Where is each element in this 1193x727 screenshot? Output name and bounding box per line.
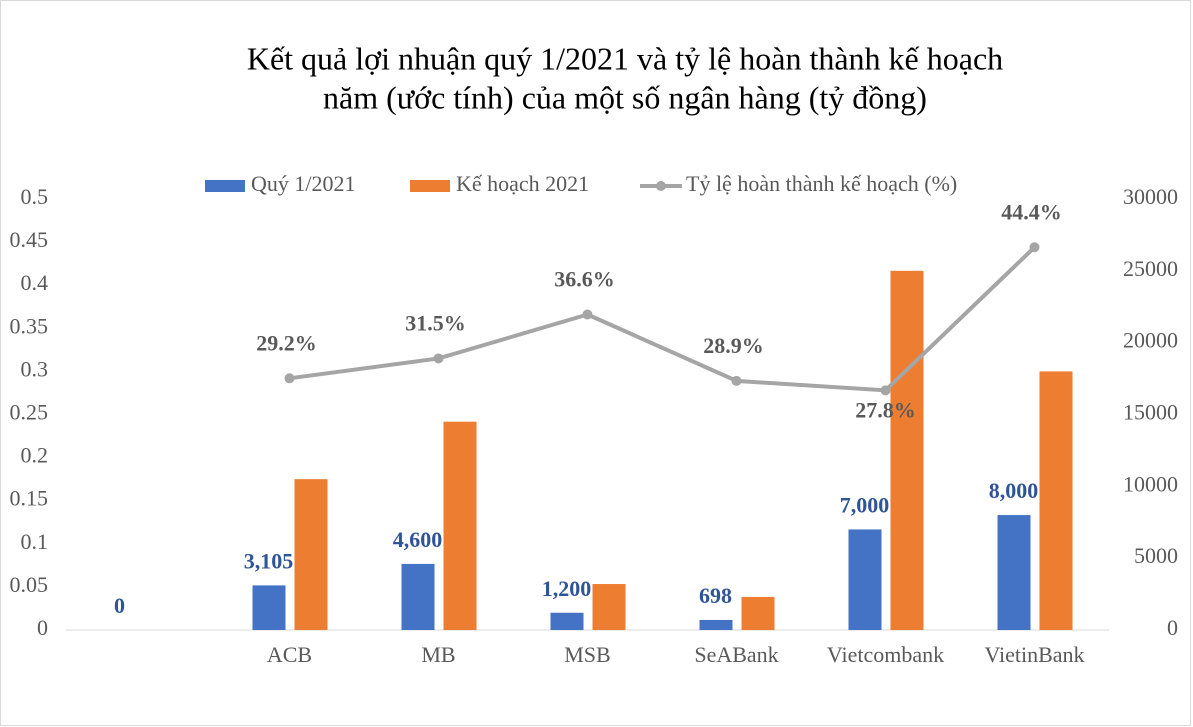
line (289, 245, 1036, 393)
y2-tick-label: 10000 (1123, 471, 1178, 496)
y-tick-label: 0.15 (10, 486, 49, 511)
line-marker (433, 353, 444, 364)
x-tick-label: SeABank (694, 642, 778, 667)
y-tick-label: 0.1 (21, 529, 49, 554)
bar (592, 584, 626, 630)
data-label: 27.8% (855, 397, 916, 422)
x-tick-label: ACB (267, 642, 312, 667)
line-marker (582, 309, 593, 320)
legend-marker (656, 181, 666, 191)
line-marker (284, 373, 295, 384)
bar (443, 421, 477, 630)
legend-label: Tỷ lệ hoàn thành kế hoạch (%) (686, 171, 957, 196)
y-tick-label: 0.35 (10, 313, 49, 338)
bar (890, 270, 924, 630)
data-label: 1,200 (542, 576, 592, 601)
x-tick-label: MB (421, 642, 455, 667)
bar (550, 612, 584, 630)
bar (1039, 371, 1073, 630)
y2-tick-label: 0 (1167, 615, 1178, 640)
y2-tick-label: 30000 (1123, 184, 1178, 209)
data-label: 36.6% (554, 267, 615, 292)
chart-subtitle: năm (ước tính) của một số ngân hàng (tỷ … (323, 79, 927, 115)
y2-tick-label: 20000 (1123, 328, 1178, 353)
data-label: 4,600 (393, 527, 443, 552)
y-tick-label: 0.5 (21, 184, 49, 209)
y2-tick-label: 25000 (1123, 256, 1178, 281)
bar (848, 529, 882, 630)
legend-swatch (205, 180, 245, 192)
data-label: 3,105 (244, 548, 294, 573)
y-tick-label: 0.2 (21, 443, 49, 468)
data-label: 44.4% (1001, 199, 1062, 224)
data-label: 698 (699, 583, 732, 608)
line-marker (880, 385, 891, 396)
y-tick-label: 0 (37, 615, 48, 640)
line-marker (1029, 242, 1040, 253)
y-tick-label: 0.45 (10, 227, 49, 252)
y-tick-label: 0.3 (21, 356, 49, 381)
data-label: 28.9% (703, 333, 764, 358)
x-tick-label: Vietcombank (827, 642, 944, 667)
bar (401, 563, 435, 630)
chart-title: Kết quả lợi nhuận quý 1/2021 và tỷ lệ ho… (247, 40, 1003, 76)
legend-label: Quý 1/2021 (251, 171, 356, 196)
x-tick-label: VietinBank (984, 642, 1084, 667)
bar (252, 585, 286, 630)
line-marker (731, 375, 742, 386)
bar (294, 479, 328, 630)
y2-tick-label: 15000 (1123, 400, 1178, 425)
legend-label: Kế hoạch 2021 (456, 171, 589, 196)
x-tick-label: MSB (564, 642, 610, 667)
data-label: 29.2% (256, 330, 317, 355)
y2-tick-label: 5000 (1134, 543, 1178, 568)
bar (997, 515, 1031, 630)
legend-swatch (410, 180, 450, 192)
data-label: 7,000 (840, 492, 890, 517)
y-tick-label: 0.05 (10, 572, 49, 597)
data-label: 0 (114, 593, 125, 618)
bar (699, 619, 733, 630)
y-tick-label: 0.25 (10, 400, 49, 425)
y-tick-label: 0.4 (21, 270, 49, 295)
bar (741, 596, 775, 630)
data-label: 8,000 (989, 478, 1039, 503)
data-label: 31.5% (405, 311, 466, 336)
